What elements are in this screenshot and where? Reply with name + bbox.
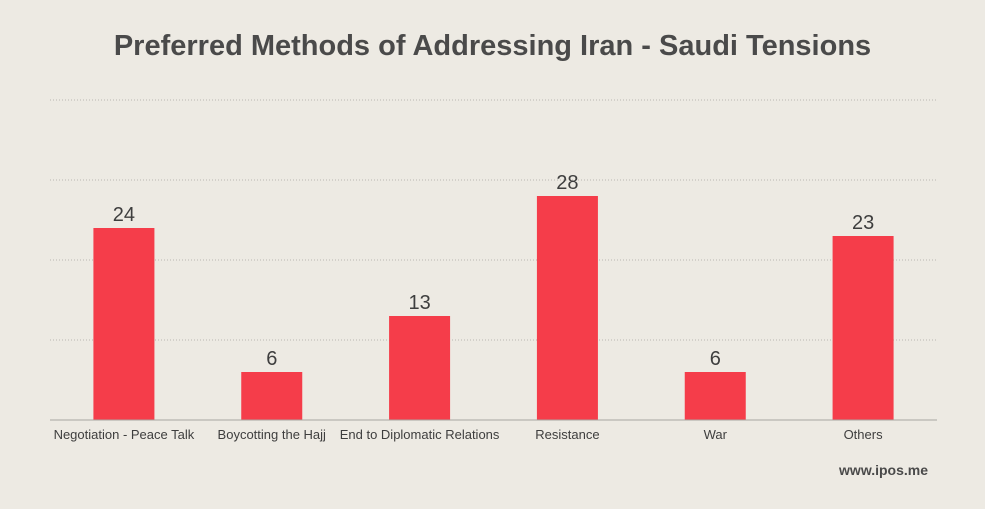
data-label: 6 [266, 348, 277, 370]
bar [93, 228, 155, 420]
data-label: 28 [556, 172, 578, 194]
gridlines [50, 99, 937, 341]
category-label: End to Diplomatic Relations [340, 427, 500, 442]
chart-title: Preferred Methods of Addressing Iran - S… [113, 30, 872, 62]
data-label: 6 [710, 348, 721, 370]
data-label: 23 [852, 212, 874, 234]
bar [832, 236, 894, 420]
bar [241, 372, 303, 420]
category-labels: Negotiation - Peace Talk Boycotting the H… [54, 427, 884, 442]
bar [684, 372, 746, 420]
value-labels: 24 6 13 28 6 23 [113, 172, 874, 370]
bar [389, 316, 451, 420]
bar [536, 196, 598, 420]
category-label: Boycotting the Hajj [218, 427, 327, 442]
category-label: War [704, 427, 728, 442]
category-label: Negotiation - Peace Talk [54, 427, 195, 442]
source-label: www.ipos.me [839, 462, 928, 478]
data-label: 24 [113, 204, 135, 226]
bars [93, 196, 894, 420]
category-label: Resistance [535, 427, 599, 442]
data-label: 13 [408, 292, 430, 314]
category-label: Others [844, 427, 884, 442]
